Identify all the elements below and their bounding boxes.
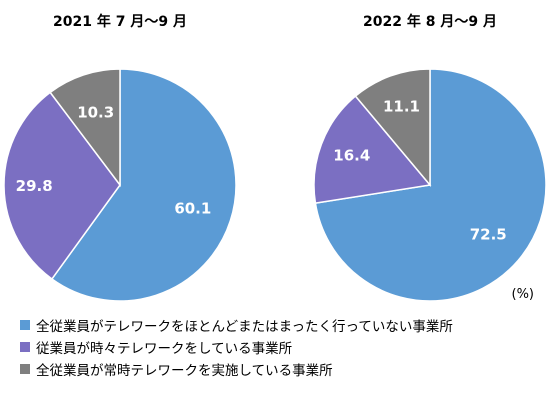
legend-label-none: 全従業員がテレワークをほとんどまたはまったく行っていない事業所 (36, 319, 453, 335)
legend-label-always: 全従業員が常時テレワークを実施している事業所 (36, 363, 333, 379)
pie-2022-slice-always (354, 68, 431, 188)
pie-2021-title: 2021 年 7 月～9 月 (53, 13, 187, 30)
legend-swatch-always (20, 364, 30, 374)
legend-label-sometimes: 従業員が時々テレワークをしている事業所 (36, 341, 293, 357)
pie-2021-label-always: 10.3 (77, 103, 114, 121)
pie-2021-label-sometimes: 29.8 (16, 177, 53, 195)
legend-item-always: 全従業員が常時テレワークを実施している事業所 (20, 358, 540, 380)
pie-2021-slice-sometimes (3, 91, 121, 280)
pie-2021-label-none: 60.1 (174, 200, 211, 218)
pie-2021-slice-always (49, 68, 121, 188)
legend-item-none: 全従業員がテレワークをほとんどまたはまったく行っていない事業所 (20, 314, 540, 336)
pie-2022-label-none: 72.5 (470, 226, 507, 244)
pie-2022-slice-sometimes (313, 95, 432, 205)
legend-swatch-sometimes (20, 342, 30, 352)
pie-2021-slice-none (50, 68, 237, 302)
unit-label: (%) (512, 287, 535, 302)
pie-2022: 2022 年 8 月～9 月 72.5 16.4 11.1 (313, 13, 547, 302)
pie-2022-title: 2022 年 8 月～9 月 (363, 13, 497, 30)
legend: 全従業員がテレワークをほとんどまたはまったく行っていない事業所 従業員が時々テレ… (20, 314, 540, 380)
legend-item-sometimes: 従業員が時々テレワークをしている事業所 (20, 336, 540, 358)
pie-2022-label-sometimes: 16.4 (333, 147, 370, 165)
pie-2022-label-always: 11.1 (383, 98, 420, 116)
legend-swatch-none (20, 320, 30, 330)
pie-2021: 2021 年 7 月～9 月 60.1 29.8 10.3 (3, 13, 237, 302)
